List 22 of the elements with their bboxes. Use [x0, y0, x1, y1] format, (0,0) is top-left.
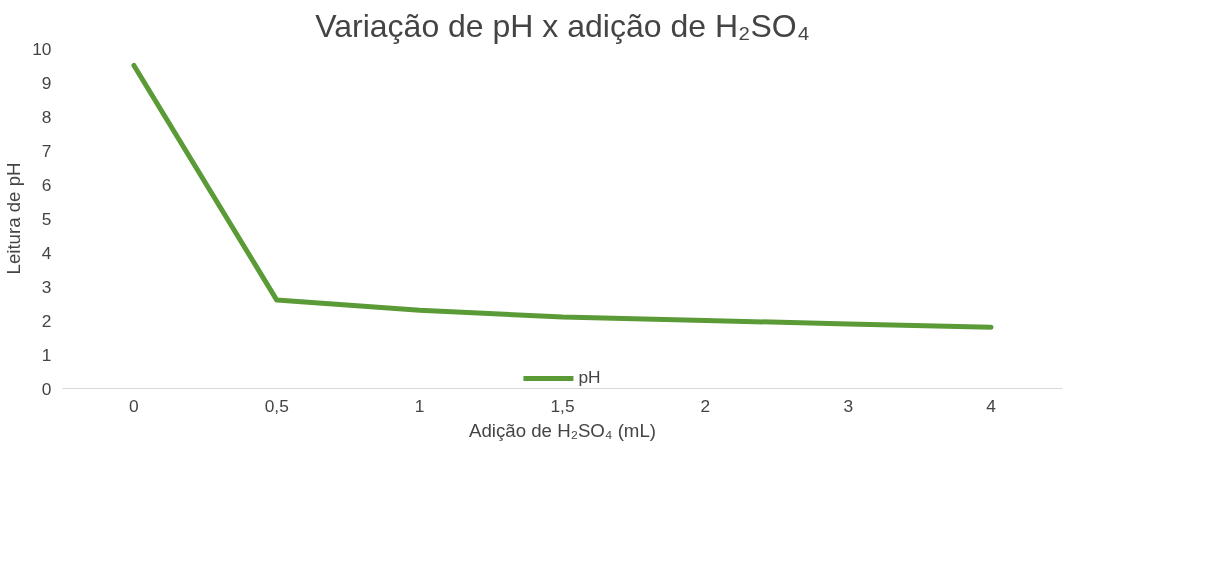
- y-tick-label: 7: [41, 140, 52, 161]
- y-tick-label: 10: [32, 38, 52, 59]
- x-axis-title: Adição de H₂SO₄ (mL): [469, 419, 656, 441]
- y-tick-label: 9: [41, 72, 52, 93]
- x-tick-label: 2: [700, 395, 711, 416]
- y-tick-label: 2: [41, 310, 52, 331]
- x-tick-label: 3: [843, 395, 854, 416]
- chart-title: Variação de pH x adição de H₂SO₄: [315, 7, 810, 44]
- y-tick-label: 6: [41, 174, 52, 195]
- y-tick-label: 4: [41, 242, 52, 263]
- legend-label: pH: [578, 367, 601, 388]
- x-tick-label: 0: [129, 395, 139, 416]
- y-tick-label: 0: [41, 378, 52, 399]
- y-tick-label: 3: [41, 276, 52, 297]
- y-tick-label: 5: [41, 208, 52, 229]
- x-tick-label: 4: [986, 395, 997, 416]
- y-tick-label: 1: [41, 344, 52, 365]
- y-axis-title: Leitura de pH: [3, 162, 25, 275]
- x-tick-label: 0,5: [264, 395, 289, 416]
- x-tick-label: 1,5: [550, 395, 575, 416]
- y-tick-label: 8: [41, 106, 52, 127]
- x-tick-label: 1: [414, 395, 425, 416]
